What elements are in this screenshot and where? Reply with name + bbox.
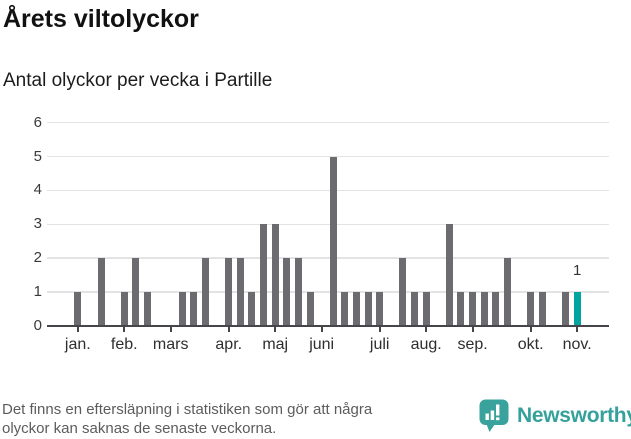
y-axis-tick-label: 2 <box>33 249 42 267</box>
x-axis-line <box>47 324 609 328</box>
x-axis-tick-label: mars <box>152 336 189 353</box>
x-axis-tick <box>227 327 230 333</box>
newsworthy-bubble-chart-icon <box>479 399 510 433</box>
chart-subtitle: Antal olyckor per vecka i Partille <box>3 70 273 91</box>
gridline <box>47 291 609 293</box>
x-axis-tick <box>274 327 277 333</box>
bar <box>492 292 500 326</box>
bar-highlighted <box>573 292 581 326</box>
x-axis-tick-label: nov. <box>562 336 592 353</box>
bar <box>422 292 430 326</box>
bar <box>271 224 279 326</box>
bar <box>329 156 337 326</box>
bar <box>376 292 384 326</box>
brand-name: Newsworthy <box>517 404 631 427</box>
x-axis-tick <box>471 327 474 333</box>
bar <box>527 292 535 326</box>
bar <box>283 258 291 326</box>
footer-disclaimer-line1: Det finns en eftersläpning i statistiken… <box>2 401 373 418</box>
gridline <box>47 121 609 124</box>
bar <box>74 292 82 326</box>
x-axis-tick <box>425 327 428 333</box>
x-axis-tick <box>76 327 79 333</box>
bar <box>411 292 419 326</box>
bar <box>503 258 511 326</box>
y-axis-tick-label: 1 <box>33 283 42 301</box>
bar <box>225 258 233 326</box>
bar <box>457 292 465 326</box>
x-axis-tick <box>378 327 381 333</box>
x-axis-tick <box>123 327 126 333</box>
bar <box>364 292 372 326</box>
x-axis-tick-label: aug. <box>410 336 442 353</box>
x-axis-tick-label: maj <box>262 336 289 353</box>
x-axis-tick <box>576 327 579 333</box>
bar <box>260 224 268 326</box>
gridline <box>47 257 609 259</box>
x-axis-tick <box>169 327 172 333</box>
x-axis-tick-label: jan. <box>64 336 91 353</box>
bar <box>469 292 477 326</box>
y-axis-tick-label: 5 <box>33 147 42 165</box>
bar <box>143 292 151 326</box>
bar <box>190 292 198 326</box>
bar <box>352 292 360 326</box>
x-axis-tick-label: juni <box>309 336 335 353</box>
gridline <box>47 223 609 226</box>
y-axis-tick-label: 6 <box>33 113 42 131</box>
bar <box>202 258 210 326</box>
highlight-value-label: 1 <box>572 262 582 279</box>
bar <box>178 292 186 326</box>
x-axis-tick-label: feb. <box>110 336 138 353</box>
bar <box>248 292 256 326</box>
bar <box>236 258 244 326</box>
gridline <box>47 189 609 192</box>
y-axis-tick-label: 0 <box>33 317 42 334</box>
bar <box>132 258 140 326</box>
bar <box>97 258 105 326</box>
bar <box>294 258 302 326</box>
y-axis-tick-label: 3 <box>33 215 42 233</box>
x-axis-tick-label: okt. <box>517 336 544 353</box>
footer-disclaimer: Det finns en eftersläpning i statistiken… <box>2 400 432 438</box>
x-axis-tick-label: apr. <box>215 336 243 353</box>
newsworthy-logo: Newsworthy <box>479 399 631 433</box>
bar <box>306 292 314 326</box>
bar <box>341 292 349 326</box>
bar <box>445 224 453 326</box>
bar <box>562 292 569 326</box>
x-axis-tick <box>529 327 532 333</box>
gridline <box>47 155 609 158</box>
x-axis-tick-label: juli <box>369 336 390 353</box>
bar <box>480 292 488 326</box>
footer-disclaimer-line2: olyckor kan saknas de senaste veckorna. <box>2 420 277 437</box>
x-axis-tick <box>320 327 323 333</box>
bar <box>538 292 546 326</box>
bar <box>120 292 128 326</box>
x-axis-tick-label: sep. <box>457 336 488 353</box>
bar <box>399 258 407 326</box>
page-title: Årets viltolyckor <box>3 5 199 33</box>
y-axis-tick-label: 4 <box>33 181 42 199</box>
